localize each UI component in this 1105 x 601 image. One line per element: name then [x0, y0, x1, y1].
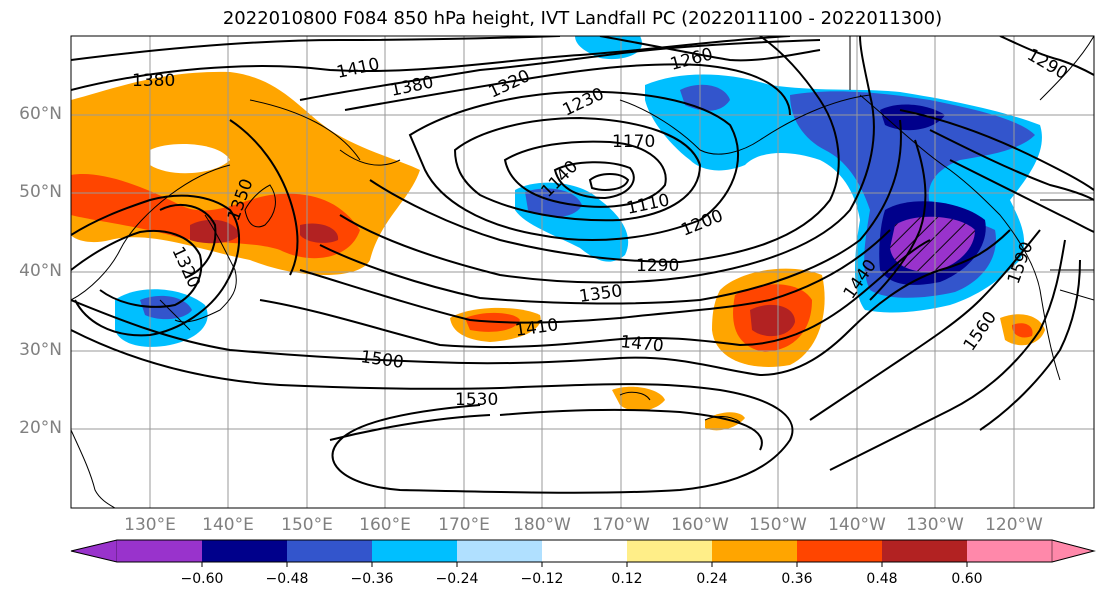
lon-label: 160°W — [671, 515, 729, 535]
lon-label: 140°W — [828, 515, 886, 535]
lon-label: 130°E — [124, 515, 176, 535]
colorbar-outline — [70, 539, 1096, 563]
colorbar-bin — [967, 540, 1052, 562]
map-title: 2022010800 F084 850 hPa height, IVT Land… — [222, 8, 943, 29]
colorbar-tick-label: 0.24 — [696, 571, 728, 587]
colorbar-bin — [882, 540, 967, 562]
lat-label: 30°N — [19, 340, 62, 360]
colorbar-bin — [117, 540, 202, 562]
colorbar-tick-label: −0.24 — [435, 571, 479, 587]
colorbar-extend-min — [70, 539, 118, 563]
colorbar-bin — [712, 540, 797, 562]
colorbar-bin — [202, 540, 287, 562]
lat-label: 50°N — [19, 182, 62, 202]
colorbar-extend-max — [1051, 539, 1095, 563]
colorbar-tick-label: 0.36 — [781, 571, 813, 587]
colorbar-tick-label: 0.12 — [611, 571, 643, 587]
map-border — [70, 35, 1095, 509]
colorbar-bin — [542, 540, 627, 562]
lon-label: 160°E — [359, 515, 411, 535]
contour-label: 1380 — [132, 71, 175, 91]
height-contours — [71, 36, 1094, 494]
colorbar-tick-label: −0.12 — [520, 571, 564, 587]
lon-label: 150°W — [749, 515, 807, 535]
lon-label: 140°E — [202, 515, 254, 535]
colorbar-bin — [372, 540, 457, 562]
colorbar-tick-label: −0.60 — [180, 571, 224, 587]
colorbar-tick-label: −0.36 — [350, 571, 394, 587]
colorbar-tick-label: −0.48 — [265, 571, 309, 587]
lon-label: 170°W — [592, 515, 650, 535]
colorbar-bin — [287, 540, 372, 562]
lat-label: 40°N — [19, 261, 62, 281]
colorbar-bin — [797, 540, 882, 562]
colorbar-tick-label: 0.48 — [866, 571, 898, 587]
colorbar — [70, 539, 1096, 567]
lon-label: 150°E — [281, 515, 333, 535]
colorbar-bin — [457, 540, 542, 562]
lon-label: 170°E — [438, 515, 490, 535]
lat-label: 60°N — [19, 104, 62, 124]
lat-label: 20°N — [19, 418, 62, 438]
contour-label: 1530 — [455, 390, 498, 410]
lon-label: 180°W — [513, 515, 571, 535]
contour-label: 1290 — [636, 256, 679, 276]
lon-label: 120°W — [985, 515, 1043, 535]
colorbar-bin — [627, 540, 712, 562]
contour-label: 1170 — [612, 132, 655, 152]
colorbar-tick-label: 0.60 — [951, 571, 983, 587]
contour-label: 1470 — [619, 332, 664, 356]
lon-label: 130°W — [906, 515, 964, 535]
